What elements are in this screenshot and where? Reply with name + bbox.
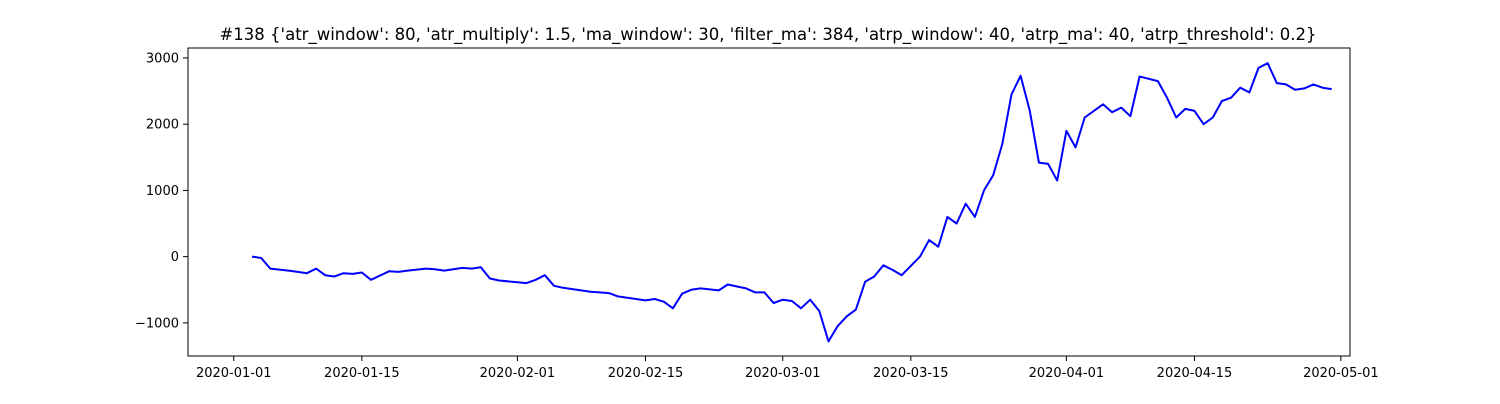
x-axis-ticks: 2020-01-01 2020-01-15 2020-02-01 2020-02-15… — [196, 356, 1379, 381]
x-tick-label: 2020-02-01 — [480, 366, 556, 381]
x-tick-label: 2020-04-15 — [1157, 366, 1233, 381]
x-tick-label: 2020-04-01 — [1029, 366, 1105, 381]
y-tick-label: 3000 — [146, 51, 179, 66]
x-tick-label: 2020-03-01 — [745, 366, 821, 381]
y-axis-ticks: −1000 0 1000 2000 3000 — [135, 51, 188, 331]
chart-title: #138 {'atr_window': 80, 'atr_multiply': … — [219, 25, 1316, 45]
x-tick-label: 2020-03-15 — [873, 366, 949, 381]
y-tick-label: −1000 — [135, 316, 179, 331]
plot-area-frame — [187, 47, 1351, 357]
x-tick-label: 2020-01-01 — [196, 366, 272, 381]
x-tick-label: 2020-01-15 — [324, 366, 400, 381]
x-tick-label: 2020-05-01 — [1303, 366, 1379, 381]
series-line — [251, 62, 1332, 343]
y-tick-label: 0 — [171, 250, 179, 265]
y-tick-label: 1000 — [146, 184, 179, 199]
y-tick-label: 2000 — [146, 118, 179, 133]
x-tick-label: 2020-02-15 — [608, 366, 684, 381]
